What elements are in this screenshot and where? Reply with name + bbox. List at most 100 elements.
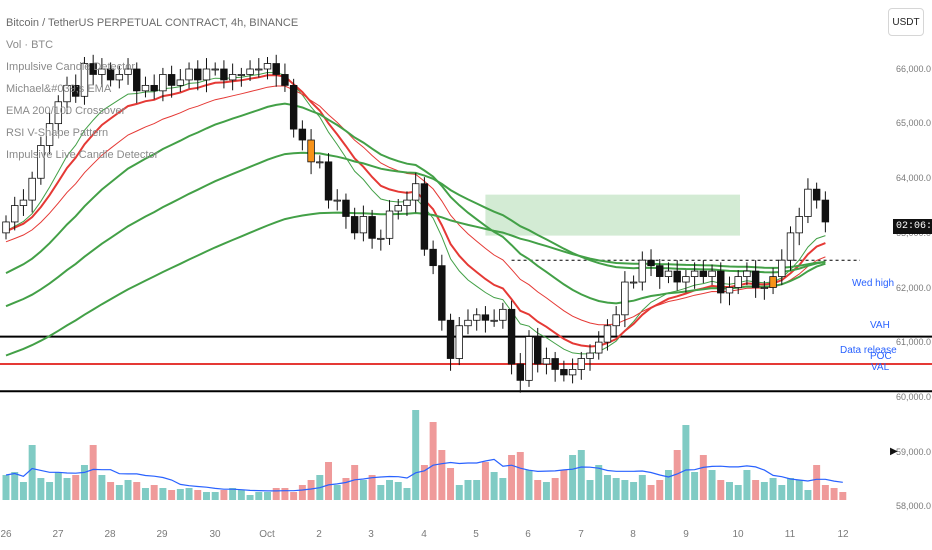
candle [455, 316, 463, 366]
y-tick: 61,000.0 [896, 337, 932, 347]
volume-bar [412, 410, 420, 500]
candle [464, 309, 472, 335]
x-tick: 5 [473, 529, 479, 540]
candle-body [98, 68, 106, 75]
y-tick: 65,000.0 [896, 118, 932, 128]
candle [734, 270, 742, 295]
candle-body [560, 369, 568, 376]
candle [647, 249, 655, 277]
volume-bar [333, 485, 341, 500]
x-tick: 11 [784, 529, 796, 540]
candle [324, 153, 333, 209]
candle-body [638, 259, 647, 283]
volume-bar [307, 480, 315, 500]
candle-body [80, 63, 89, 97]
candle-body [342, 199, 350, 217]
candle-body [621, 281, 629, 316]
candle [19, 189, 28, 216]
candle [281, 63, 289, 92]
ema-90-line [5, 211, 826, 357]
candle-body [11, 205, 19, 223]
candle [664, 262, 673, 284]
candle [377, 229, 385, 251]
candle [821, 191, 830, 233]
candle [621, 271, 629, 328]
candle-body [220, 68, 228, 81]
candle [37, 136, 45, 185]
candle [603, 319, 612, 351]
candle [11, 196, 19, 231]
candle [507, 300, 516, 375]
candle-body [534, 336, 542, 365]
volume-bar [787, 478, 794, 500]
candle [551, 351, 559, 382]
candle-body [263, 63, 272, 70]
volume-bar [220, 490, 228, 500]
candle [298, 120, 307, 151]
volume-bar [63, 478, 71, 500]
volume-bar [194, 490, 202, 500]
candle [237, 67, 246, 87]
candle-body [167, 74, 176, 86]
candle [89, 54, 97, 85]
y-tick: 62,000.0 [896, 283, 932, 293]
candle [368, 209, 376, 249]
volume-bar [534, 480, 542, 500]
volume-bar [133, 482, 141, 500]
candle [159, 67, 167, 102]
candle-body [106, 68, 115, 81]
candle [717, 262, 725, 304]
candle-body [812, 188, 821, 201]
x-tick: 9 [683, 529, 689, 540]
x-tick: 3 [368, 529, 374, 540]
candle-body [429, 248, 437, 267]
volume-bar [2, 475, 10, 500]
volume-bar [80, 465, 88, 500]
candle-body [72, 84, 80, 97]
x-tick: Oct [259, 529, 275, 540]
candle [516, 353, 524, 393]
x-tick: 27 [52, 529, 64, 540]
candle-body [490, 319, 498, 322]
candle [560, 360, 568, 382]
volume-bar [821, 485, 829, 500]
candle-body [551, 358, 559, 370]
candle-body [438, 265, 446, 321]
candle-body [350, 216, 359, 234]
volume-bar [621, 480, 629, 500]
candle [612, 306, 620, 337]
candle-body [760, 287, 769, 289]
candle [568, 358, 577, 384]
candle [411, 172, 420, 213]
candle [141, 76, 150, 98]
volume-bar [89, 445, 97, 500]
candle-body [699, 270, 708, 277]
volume-bar [647, 485, 655, 500]
volume-bar [447, 468, 455, 500]
candle-body [499, 308, 507, 321]
volume-bar [656, 480, 664, 500]
currency-button[interactable]: USDT [888, 8, 924, 36]
candle [708, 264, 716, 286]
scroll-arrow-icon[interactable]: ▶ [890, 446, 898, 457]
candle-body [115, 74, 124, 81]
volume-bar [725, 482, 733, 500]
data-release-label: Data release [840, 345, 897, 356]
volume-bar [342, 478, 350, 500]
candle [307, 129, 315, 175]
x-tick: 10 [732, 529, 744, 540]
volume-bar [377, 485, 385, 500]
x-tick: 2 [316, 529, 322, 540]
candle-body [298, 128, 307, 141]
volume-bar [54, 472, 62, 500]
candle [316, 155, 324, 169]
time-axis[interactable]: 26 27 28 29 30 Oct 2 3 4 5 6 7 8 9 10 11… [0, 525, 860, 550]
volume-bar [290, 492, 298, 500]
candle-body [542, 358, 551, 365]
candle-body [54, 101, 63, 125]
candle-body [664, 270, 673, 277]
volume-bar [264, 492, 271, 500]
volume-bar [464, 480, 472, 500]
volume-bar [72, 475, 80, 500]
